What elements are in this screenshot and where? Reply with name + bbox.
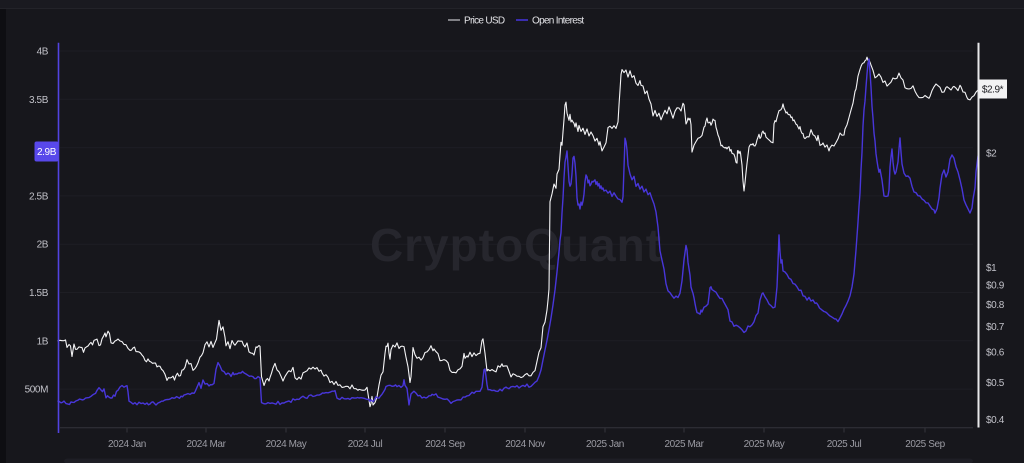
svg-text:2025 Jan: 2025 Jan — [586, 439, 624, 450]
svg-text:Open Interest: Open Interest — [532, 16, 584, 27]
svg-text:2024 Nov: 2024 Nov — [505, 439, 545, 450]
svg-text:2.5B: 2.5B — [29, 191, 49, 202]
svg-text:2025 Sep: 2025 Sep — [905, 439, 945, 450]
svg-text:2024 Jan: 2024 Jan — [108, 439, 146, 450]
svg-text:2024 Mar: 2024 Mar — [186, 439, 226, 450]
svg-text:$1: $1 — [986, 263, 997, 274]
svg-text:CryptoQuant: CryptoQuant — [370, 219, 662, 271]
svg-text:2B: 2B — [37, 240, 49, 251]
svg-text:2025 Jul: 2025 Jul — [827, 439, 862, 450]
svg-text:3.5B: 3.5B — [29, 95, 49, 106]
svg-text:$0.7: $0.7 — [986, 322, 1005, 333]
svg-text:2024 Sep: 2024 Sep — [425, 439, 465, 450]
svg-text:2.9B: 2.9B — [37, 147, 57, 158]
svg-text:$0.6: $0.6 — [986, 348, 1005, 359]
svg-text:500M: 500M — [25, 385, 48, 396]
svg-text:2024 Jul: 2024 Jul — [348, 439, 383, 450]
svg-text:1B: 1B — [37, 336, 49, 347]
svg-text:$0.9: $0.9 — [986, 281, 1005, 292]
svg-text:2024 May: 2024 May — [266, 439, 307, 450]
svg-text:2025 May: 2025 May — [744, 439, 785, 450]
svg-text:$0.5: $0.5 — [986, 378, 1005, 389]
svg-text:Price USD: Price USD — [464, 16, 505, 27]
svg-text:4B: 4B — [37, 47, 49, 58]
svg-text:1.5B: 1.5B — [29, 288, 49, 299]
svg-text:$2: $2 — [986, 149, 997, 160]
svg-text:2025 Mar: 2025 Mar — [664, 439, 704, 450]
svg-text:$0.8: $0.8 — [986, 300, 1005, 311]
svg-text:$2.9*: $2.9* — [982, 85, 1004, 96]
svg-text:$0.4: $0.4 — [986, 415, 1005, 426]
